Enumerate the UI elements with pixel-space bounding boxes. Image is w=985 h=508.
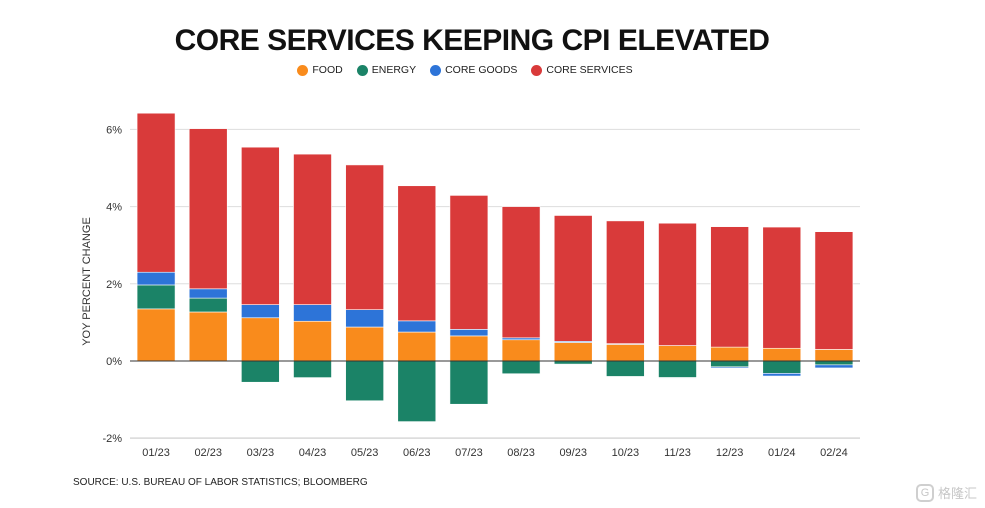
x-tick-label: 01/24 — [768, 447, 796, 459]
bar-core-services-01-23 — [136, 112, 176, 273]
bar-core-goods-07-23 — [449, 329, 489, 337]
bar-core-services-04-23 — [293, 153, 332, 305]
bar-food-03-23 — [241, 317, 280, 362]
bar-core-goods-05-23 — [345, 309, 384, 328]
bar-food-07-23 — [449, 335, 489, 362]
bar-core-goods-04-23 — [293, 304, 332, 322]
bar-food-08-23 — [501, 339, 541, 362]
x-tick-label: 04/23 — [299, 447, 327, 459]
bar-core-services-08-23 — [501, 206, 541, 339]
bar-energy-02-23 — [188, 297, 228, 313]
bar-energy-05-23 — [345, 360, 384, 402]
bar-energy-03-23 — [241, 360, 280, 383]
bar-energy-08-23 — [501, 360, 541, 375]
legend-item-core-services: CORE SERVICES — [531, 64, 633, 76]
legend-swatch-core-goods — [430, 64, 442, 76]
bar-energy-01-24 — [762, 360, 802, 374]
bar-core-goods-03-23 — [241, 304, 280, 319]
bar-food-01-24 — [762, 347, 802, 362]
bar-food-01-23 — [136, 308, 176, 362]
x-tick-label: 06/23 — [403, 447, 431, 459]
x-tick-label: 09/23 — [559, 447, 587, 459]
bar-core-goods-02-24 — [814, 364, 854, 369]
bar-core-goods-11-23 — [658, 377, 697, 379]
legend-item-energy: ENERGY — [356, 64, 417, 76]
x-tick-label: 02/23 — [194, 447, 222, 459]
x-tick-label: 11/23 — [664, 447, 691, 459]
bar-food-02-24 — [814, 349, 854, 362]
legend-item-food: FOOD — [297, 64, 343, 76]
bar-core-goods-01-24 — [762, 373, 802, 377]
bar-food-10-23 — [606, 344, 645, 362]
chart-legend: FOOD ENERGY CORE GOODS CORE SERVICES — [0, 64, 930, 76]
bar-core-goods-02-23 — [188, 288, 228, 299]
bar-core-services-02-23 — [188, 128, 228, 290]
legend-swatch-energy — [356, 64, 368, 76]
bar-energy-01-23 — [136, 284, 176, 310]
x-tick-label: 12/23 — [716, 447, 744, 459]
y-tick-label: -2% — [102, 433, 122, 445]
g-logo-icon: G — [915, 483, 934, 502]
legend-swatch-food — [297, 64, 309, 76]
bar-energy-04-23 — [293, 360, 332, 378]
x-tick-label: 10/23 — [612, 447, 640, 459]
bar-core-goods-06-23 — [397, 320, 437, 333]
bar-core-services-05-23 — [345, 164, 384, 310]
bar-core-goods-01-23 — [136, 271, 176, 286]
x-tick-label: 05/23 — [351, 447, 379, 459]
y-axis-label: YOY PERCENT CHANGE — [81, 217, 93, 346]
bar-core-services-10-23 — [606, 220, 645, 344]
legend-label-core-services: CORE SERVICES — [546, 64, 633, 76]
bar-food-04-23 — [293, 320, 332, 362]
watermark: G 格隆汇 — [915, 483, 977, 502]
bar-core-services-06-23 — [397, 185, 437, 322]
y-tick-label: 2% — [106, 279, 122, 291]
watermark-text: 格隆汇 — [937, 486, 977, 501]
bar-core-services-02-24 — [814, 231, 854, 350]
bar-food-06-23 — [397, 331, 437, 362]
bar-energy-06-23 — [397, 360, 437, 422]
chart-title: CORE SERVICES KEEPING CPI ELEVATED — [174, 24, 770, 57]
bar-food-09-23 — [553, 342, 593, 362]
legend-swatch-core-services — [531, 64, 543, 76]
x-tick-label: 02/24 — [820, 447, 848, 459]
bar-core-services-11-23 — [658, 222, 697, 346]
y-tick-label: 0% — [106, 356, 122, 368]
bar-core-services-01-24 — [762, 226, 802, 349]
bar-food-11-23 — [658, 345, 697, 362]
y-tick-label: 6% — [106, 124, 122, 136]
x-tick-label: 03/23 — [247, 447, 275, 459]
bar-food-02-23 — [188, 311, 228, 362]
bar-energy-10-23 — [606, 360, 645, 377]
bar-energy-11-23 — [658, 360, 697, 378]
x-tick-label: 01/23 — [142, 447, 170, 459]
bar-energy-07-23 — [449, 360, 489, 405]
x-tick-label: 08/23 — [507, 447, 535, 459]
legend-label-energy: ENERGY — [371, 64, 417, 76]
legend-label-food: FOOD — [312, 64, 343, 76]
bar-core-services-12-23 — [710, 226, 749, 348]
legend-label-core-goods: CORE GOODS — [445, 64, 518, 76]
bar-food-05-23 — [345, 326, 384, 362]
legend-item-core-goods: CORE GOODS — [430, 64, 517, 76]
bar-core-services-03-23 — [241, 146, 280, 305]
bar-energy-02-24 — [814, 360, 854, 366]
bar-food-12-23 — [710, 346, 749, 362]
bar-core-services-09-23 — [553, 215, 593, 342]
bar-core-services-07-23 — [449, 195, 489, 330]
bar-energy-12-23 — [710, 360, 749, 368]
source-note: SOURCE: U.S. BUREAU OF LABOR STATISTICS;… — [73, 477, 368, 488]
x-tick-label: 07/23 — [455, 447, 483, 459]
bar-core-goods-12-23 — [710, 366, 749, 369]
y-tick-label: 4% — [106, 202, 122, 214]
